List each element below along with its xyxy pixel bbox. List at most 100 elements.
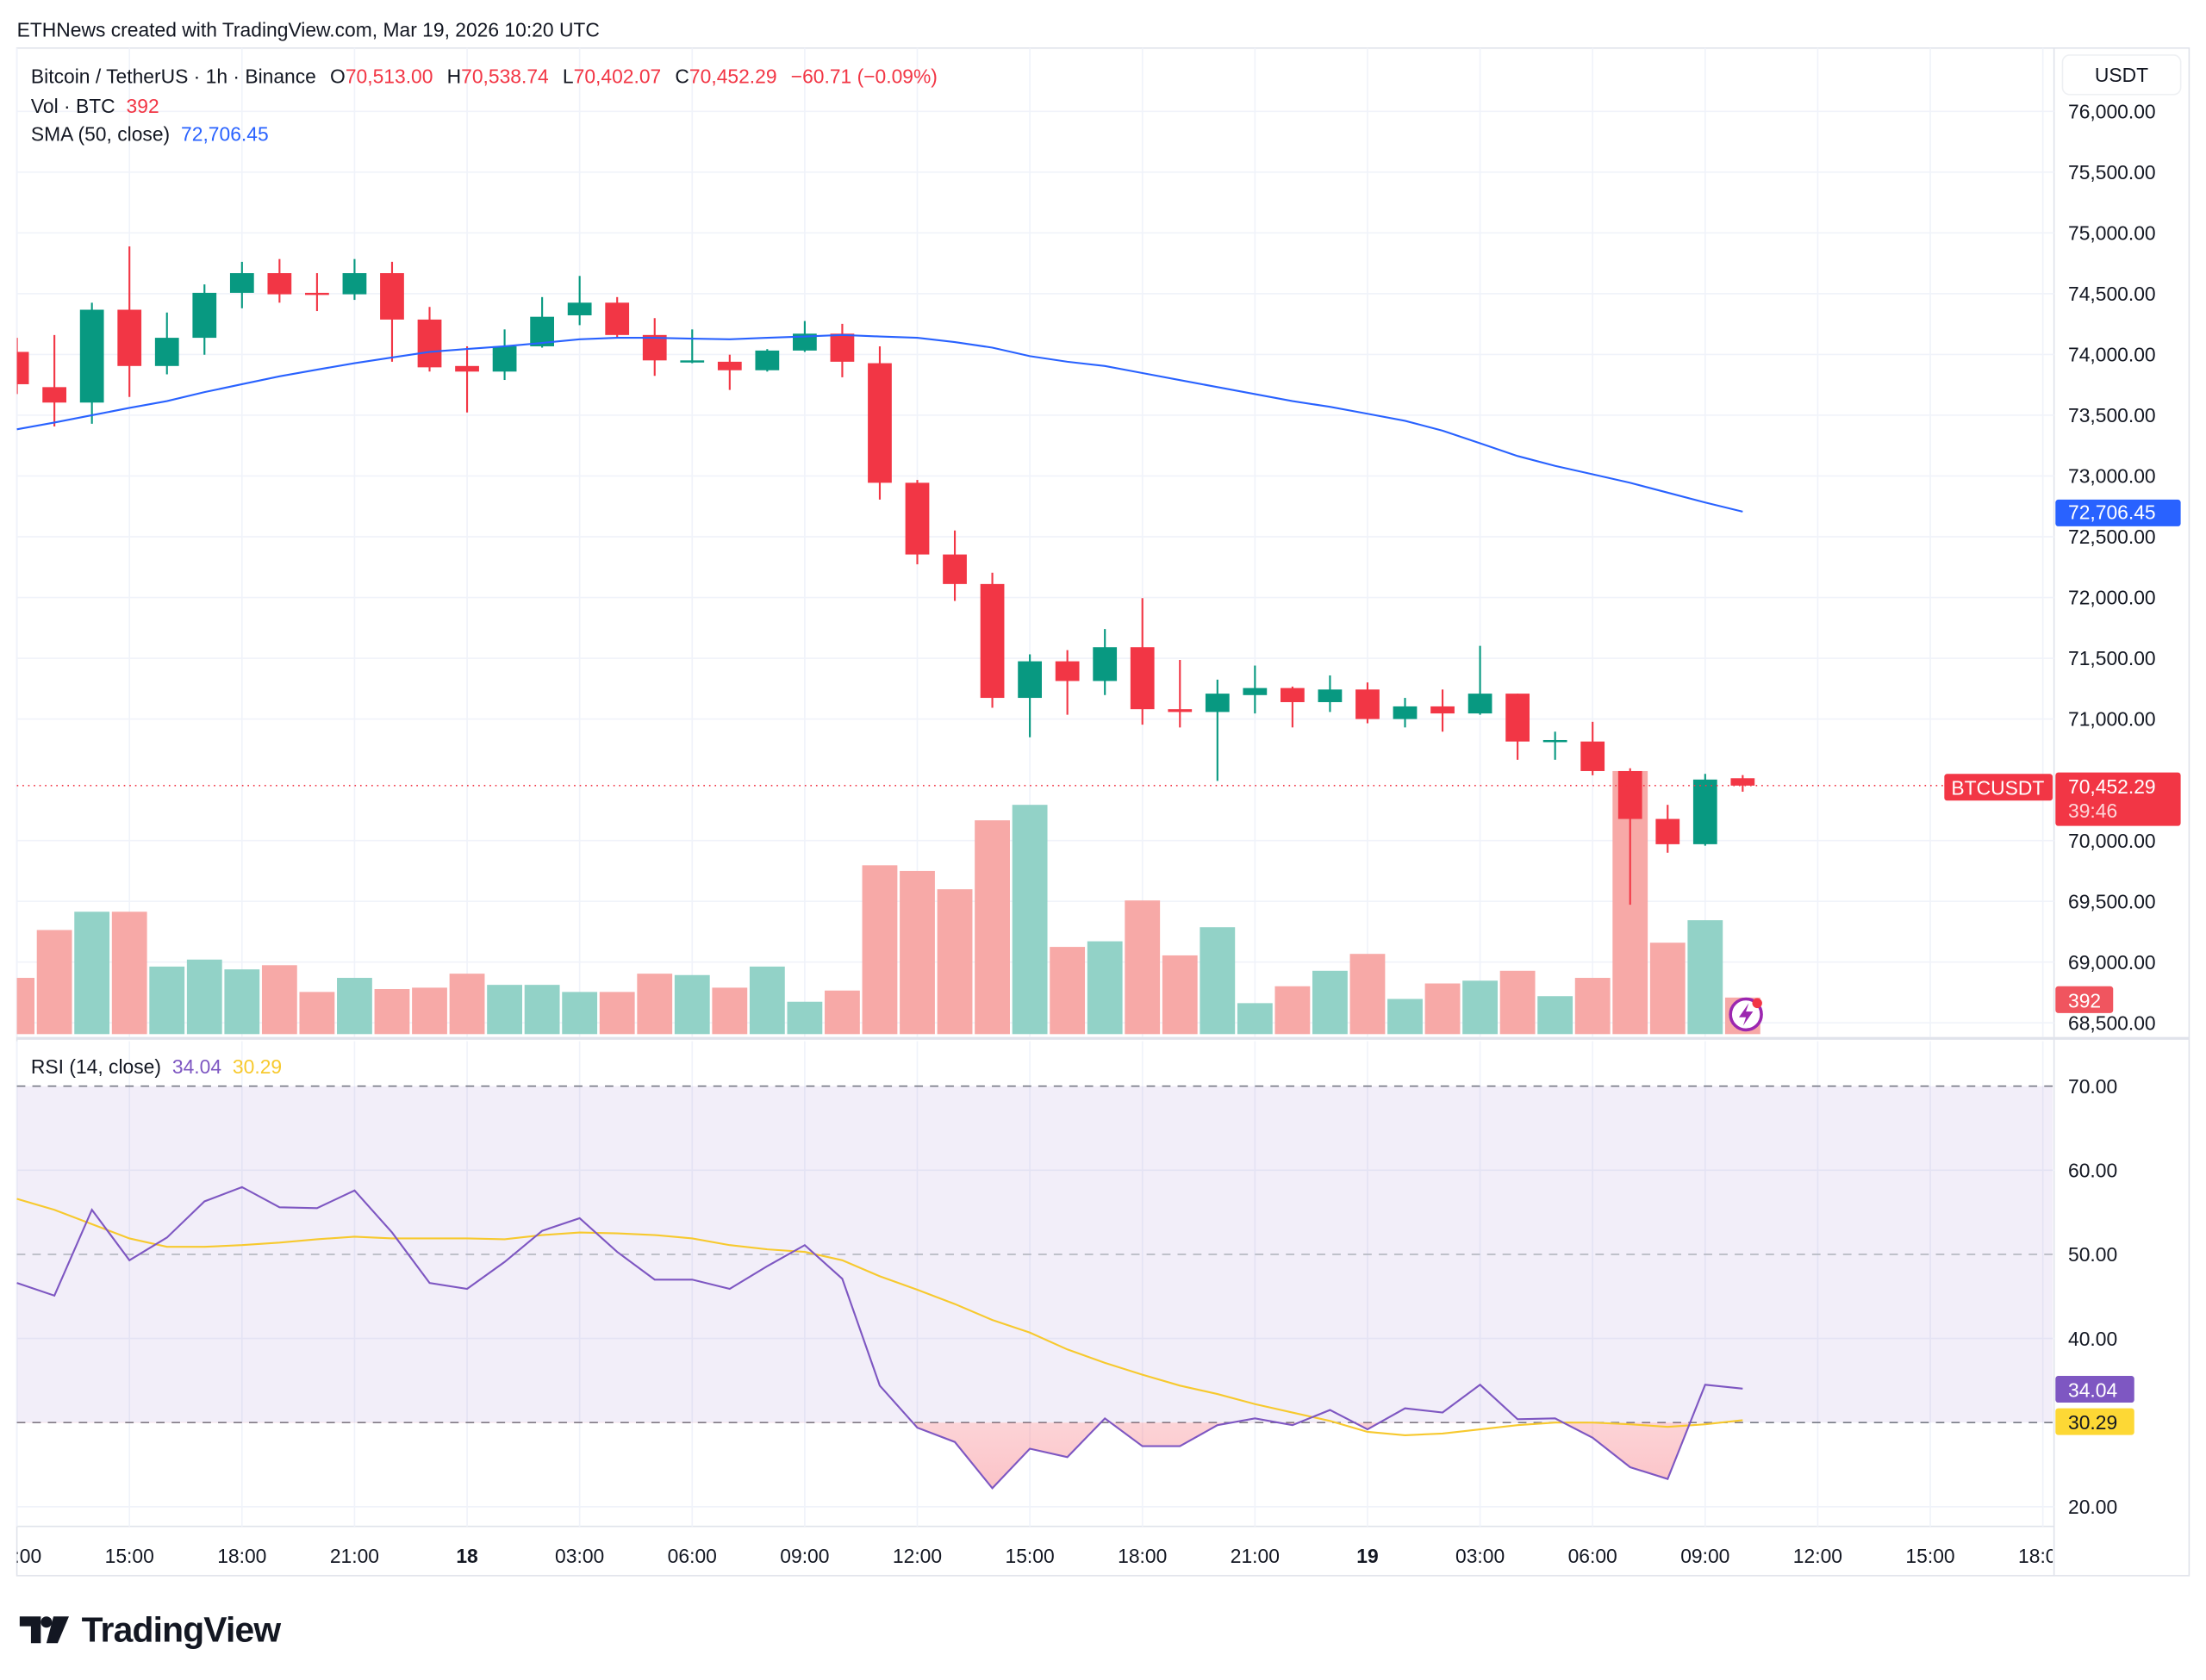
candle[interactable]	[680, 329, 705, 364]
candle[interactable]	[1318, 675, 1343, 712]
candle[interactable]	[229, 261, 254, 308]
candle[interactable]	[42, 334, 67, 427]
currency-button[interactable]: USDT	[2061, 54, 2182, 96]
time-tick-label: 15:00	[1905, 1545, 1954, 1567]
candle[interactable]	[380, 261, 404, 362]
currency-label: USDT	[2095, 64, 2148, 86]
time-tick-label: 19	[1356, 1545, 1378, 1567]
time-tick-label: 06:00	[668, 1545, 717, 1567]
price-tick-label: 75,500.00	[2068, 161, 2156, 184]
candle[interactable]	[1281, 686, 1305, 728]
low-label: L	[563, 65, 574, 88]
volume-bar	[261, 965, 297, 1035]
candle-body	[1168, 709, 1193, 712]
candle[interactable]	[267, 258, 292, 303]
candle[interactable]	[1542, 731, 1567, 760]
candle[interactable]	[980, 572, 1005, 708]
candle[interactable]	[1730, 775, 1755, 792]
candle-body	[1093, 647, 1118, 681]
candle[interactable]	[1018, 654, 1042, 737]
candle[interactable]	[567, 276, 592, 326]
sma-label: SMA (50, close)	[31, 123, 170, 146]
candle[interactable]	[1580, 721, 1605, 775]
candle[interactable]	[1168, 660, 1193, 728]
candle[interactable]	[1617, 768, 1642, 905]
rsi-legend[interactable]: RSI (14, close) 34.04 30.29	[31, 1055, 282, 1078]
candle[interactable]	[192, 284, 217, 355]
time-axis[interactable]: 12:00 15:00 18:00 21:00 18 03:00 06:00 09:00 12:…	[0, 1545, 2067, 1567]
candle[interactable]	[530, 296, 555, 348]
candle[interactable]	[5, 338, 29, 395]
candle-body	[1018, 661, 1042, 699]
candle-body	[455, 365, 479, 372]
rsi-ma-tag: 30.29	[2055, 1408, 2134, 1435]
candle[interactable]	[1205, 679, 1230, 781]
candle[interactable]	[755, 349, 780, 372]
lightning-icon[interactable]	[1729, 997, 1763, 1032]
tradingview-logo[interactable]: TradingView	[19, 1610, 282, 1650]
candle[interactable]	[642, 318, 667, 376]
candle[interactable]	[717, 354, 742, 390]
low-value: 70,402.07	[574, 65, 662, 88]
volume-bar	[749, 966, 785, 1035]
candle[interactable]	[1243, 665, 1268, 714]
candle[interactable]	[905, 480, 930, 565]
candle[interactable]	[943, 530, 967, 601]
price-tick-label: 75,000.00	[2068, 222, 2156, 245]
candle[interactable]	[1430, 689, 1455, 732]
candle[interactable]	[1692, 774, 1717, 846]
time-tick-label: 18:00	[2018, 1545, 2067, 1567]
candlesticks[interactable]	[5, 246, 1755, 905]
candle[interactable]	[1468, 645, 1492, 715]
candle[interactable]	[455, 345, 479, 413]
candle[interactable]	[117, 246, 142, 397]
candle[interactable]	[1055, 650, 1080, 715]
candle[interactable]	[417, 307, 442, 372]
bar-countdown: 39:46	[2068, 800, 2117, 822]
candle[interactable]	[1130, 598, 1155, 725]
candle[interactable]	[154, 312, 179, 375]
candle[interactable]	[79, 302, 104, 424]
candle-body	[1055, 661, 1080, 681]
volume-bar	[1574, 978, 1611, 1035]
candle-body	[605, 302, 630, 335]
symbol-legend[interactable]: Bitcoin / TetherUS · 1h · Binance O70,51…	[31, 65, 938, 88]
candle[interactable]	[1393, 698, 1418, 728]
volume-bar	[1687, 920, 1723, 1035]
candle-body	[717, 361, 742, 370]
candle-body	[1468, 694, 1492, 714]
volume-bar	[487, 985, 522, 1035]
candle-body	[342, 273, 367, 295]
candle-body	[267, 273, 292, 295]
sma-50-line	[16, 333, 1743, 513]
candle[interactable]	[342, 258, 367, 301]
volume-bar	[1125, 900, 1161, 1035]
volume-bar	[1499, 970, 1536, 1035]
candle[interactable]	[868, 345, 892, 500]
candle[interactable]	[1505, 694, 1530, 760]
price-tick-label: 72,500.00	[2068, 526, 2156, 548]
time-tick-label: 12:00	[1793, 1545, 1842, 1567]
rsi-axis[interactable]: 70.00 60.00 50.00 40.00 20.00	[2068, 1075, 2117, 1518]
candle[interactable]	[1355, 682, 1380, 724]
candle[interactable]	[830, 323, 855, 377]
volume-legend[interactable]: Vol · BTC 392	[31, 95, 159, 117]
rsi-value: 34.04	[172, 1055, 221, 1078]
candle[interactable]	[492, 329, 517, 381]
candle-body	[680, 360, 705, 363]
candle[interactable]	[1655, 805, 1680, 853]
candle[interactable]	[605, 296, 630, 339]
candle-body	[192, 292, 217, 339]
volume-bar	[224, 969, 260, 1035]
sma-legend[interactable]: SMA (50, close) 72,706.45	[31, 123, 269, 146]
volume-bar	[862, 865, 898, 1035]
time-tick-label: 12:00	[0, 1545, 41, 1567]
time-tick-label: 15:00	[1006, 1545, 1055, 1567]
candle[interactable]	[305, 273, 329, 312]
price-axis[interactable]: 76,000.00 75,500.00 75,000.00 74,500.00 74,0…	[2068, 100, 2156, 1034]
volume-bar	[524, 985, 560, 1035]
candle[interactable]	[1093, 629, 1118, 695]
time-tick-label: 18:00	[1118, 1545, 1167, 1567]
time-tick-label: 03:00	[1455, 1545, 1505, 1567]
